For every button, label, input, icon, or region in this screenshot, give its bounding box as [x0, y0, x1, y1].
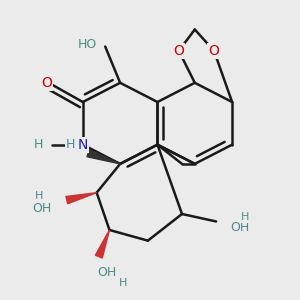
- Text: H: H: [119, 278, 128, 288]
- Text: OH: OH: [98, 266, 117, 279]
- Polygon shape: [87, 150, 120, 164]
- Text: O: O: [173, 44, 184, 58]
- Text: OH: OH: [33, 202, 52, 215]
- Text: N: N: [78, 138, 88, 152]
- Text: H: H: [241, 212, 249, 222]
- Text: O: O: [208, 44, 219, 58]
- Text: H: H: [66, 138, 75, 151]
- Text: O: O: [41, 76, 52, 90]
- Text: OH: OH: [230, 221, 249, 234]
- Polygon shape: [66, 193, 97, 204]
- Text: H: H: [34, 138, 43, 151]
- Text: H: H: [35, 191, 44, 201]
- Text: HO: HO: [77, 38, 97, 51]
- Polygon shape: [95, 230, 110, 258]
